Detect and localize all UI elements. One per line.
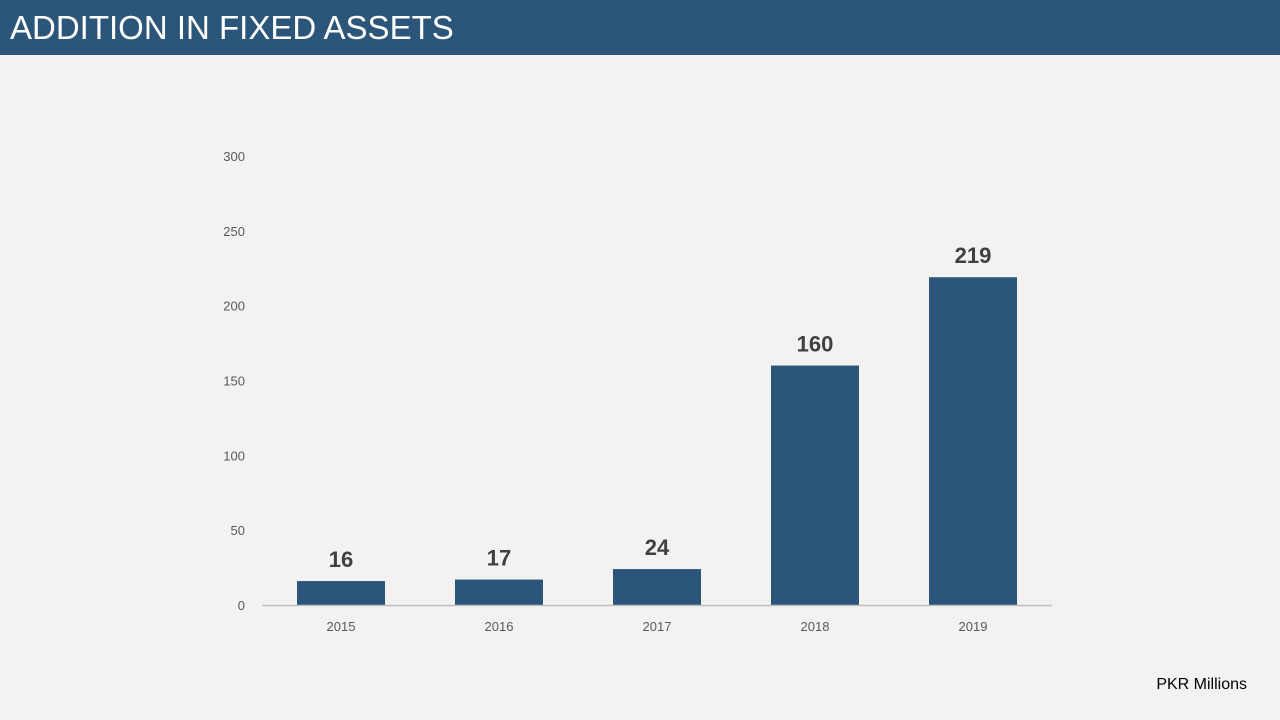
x-tick-label: 2016	[485, 619, 514, 634]
x-tick-label: 2015	[327, 619, 356, 634]
bar	[455, 579, 543, 605]
y-tick-label: 200	[223, 299, 245, 314]
y-tick-label: 300	[223, 149, 245, 164]
bar	[613, 569, 701, 605]
x-tick-label: 2017	[643, 619, 672, 634]
data-label: 160	[797, 332, 834, 357]
data-label: 219	[955, 243, 992, 268]
y-tick-label: 100	[223, 448, 245, 463]
data-label: 24	[645, 535, 670, 560]
data-label: 16	[329, 547, 353, 572]
slide-title: ADDITION IN FIXED ASSETS	[10, 9, 454, 46]
bar	[929, 277, 1017, 605]
data-label: 17	[487, 546, 511, 571]
y-tick-label: 250	[223, 224, 245, 239]
unit-note: PKR Millions	[1156, 676, 1247, 693]
bar	[297, 581, 385, 605]
y-tick-label: 50	[231, 523, 245, 538]
title-bar: ADDITION IN FIXED ASSETS	[0, 0, 1280, 55]
y-tick-label: 0	[238, 598, 245, 613]
bar	[771, 365, 859, 605]
x-tick-label: 2018	[801, 619, 830, 634]
x-tick-label: 2019	[959, 619, 988, 634]
y-tick-label: 150	[223, 374, 245, 389]
